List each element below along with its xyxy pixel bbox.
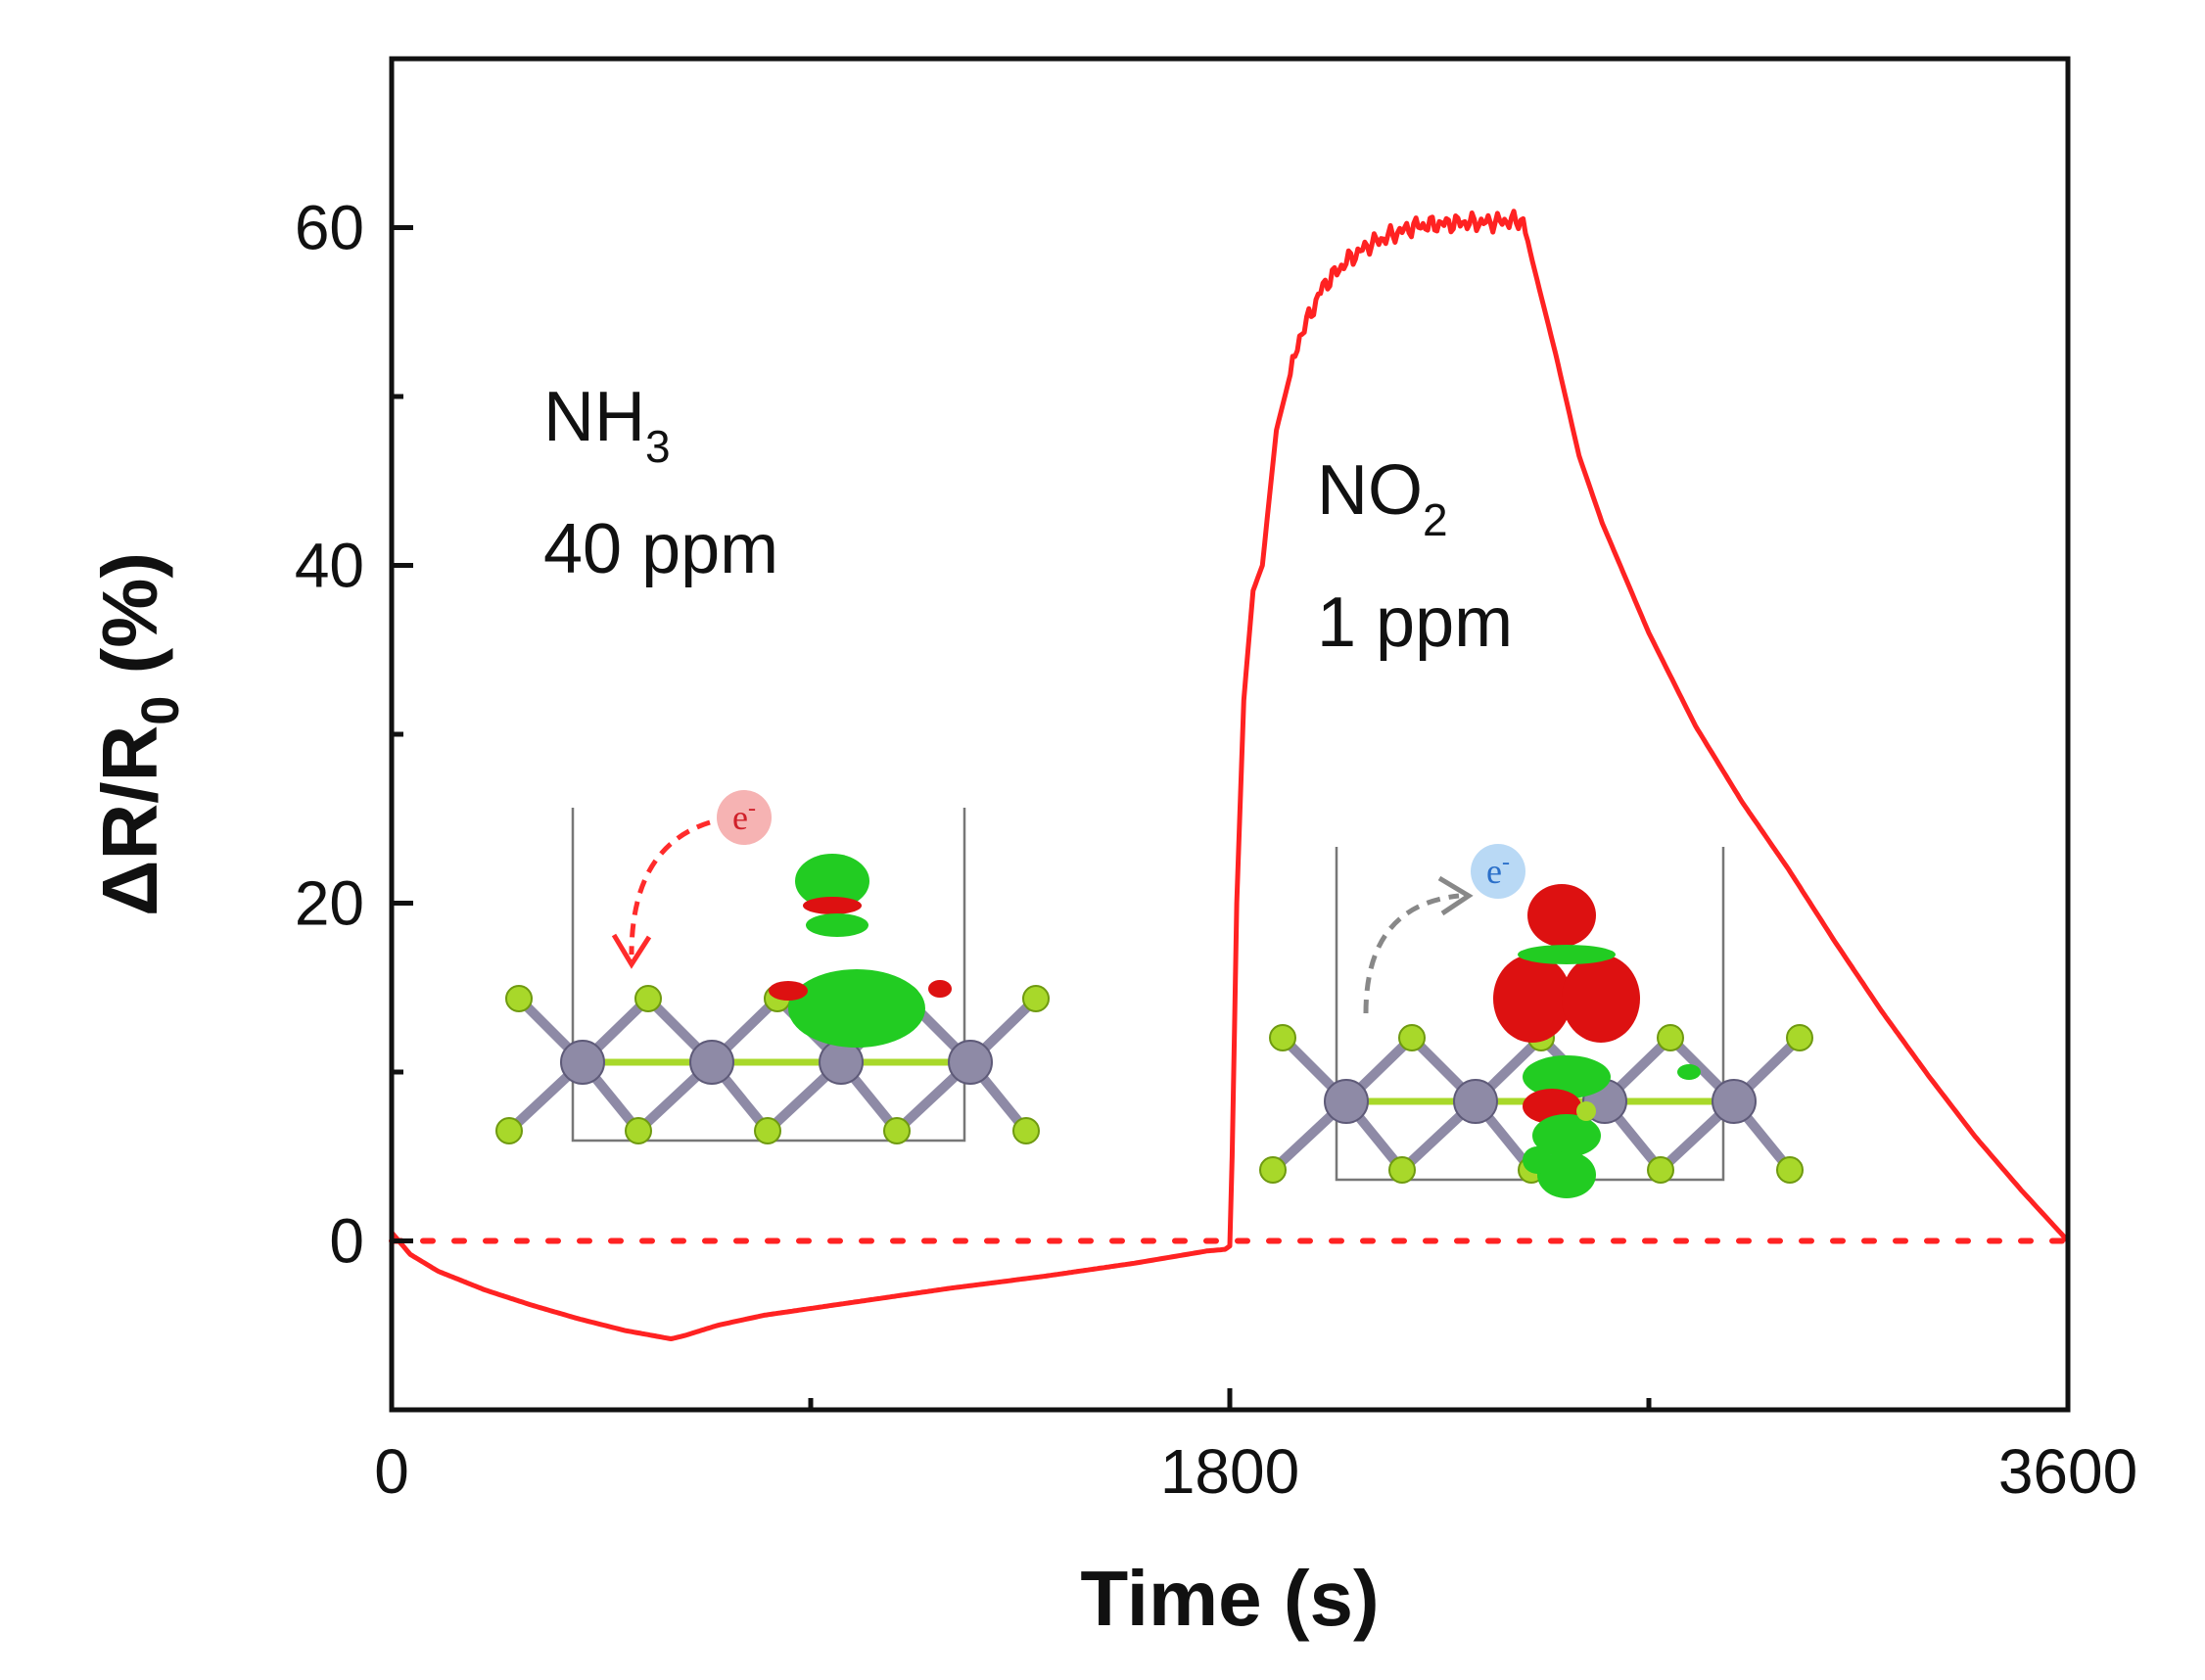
electron-label-main: e (1486, 852, 1502, 891)
electron-label: e- (1486, 850, 1510, 891)
electron-label-charge: - (1502, 850, 1510, 875)
charge-blob-red (1562, 955, 1640, 1043)
electron-label-main: e (732, 798, 748, 837)
chalcogen-atom (754, 1117, 781, 1144)
x-axis-title: Time (s) (1080, 1555, 1379, 1642)
electron-bubble (717, 790, 772, 845)
electron-bubble (1471, 844, 1525, 899)
metal-atom (1324, 1079, 1369, 1124)
metal-atom (560, 1040, 605, 1085)
series-line-response (390, 209, 2070, 1341)
y-tick-label: 40 (295, 531, 364, 601)
charge-blob-green (1518, 945, 1616, 964)
inset-nh3: e- (495, 790, 1050, 1144)
charge-blob-green (1523, 1146, 1552, 1174)
annotation-conc-no2: 1 ppm (1317, 583, 1513, 662)
electron-arrow-head (611, 933, 652, 969)
chalcogen-atom (634, 985, 662, 1012)
series-group (390, 209, 2070, 1341)
y-tick-label: 0 (329, 1206, 364, 1277)
annotation-gas-sub: 3 (645, 421, 671, 472)
charge-blob-green (1677, 1064, 1701, 1080)
metal-atom (1712, 1079, 1757, 1124)
chalcogen-atom (1657, 1024, 1684, 1051)
chalcogen-atom (505, 985, 533, 1012)
charge-blob-green (1523, 1055, 1611, 1098)
charge-blob-green (788, 969, 925, 1048)
annotation-gas-nh3: NH3 (543, 378, 671, 472)
y-axis-title-main: ΔR/R (86, 725, 173, 916)
annotation-gas-main: NH (543, 378, 645, 456)
electron-arrow (1363, 893, 1460, 1014)
x-tick-label: 1800 (1160, 1436, 1299, 1507)
chalcogen-atom (1647, 1156, 1674, 1184)
ligand-atom (1576, 1101, 1596, 1121)
chalcogen-atom (1022, 985, 1050, 1012)
charge-blob-green (806, 913, 868, 937)
chalcogen-atom (883, 1117, 911, 1144)
electron-label-charge: - (748, 796, 756, 821)
annotation-conc-nh3: 40 ppm (543, 510, 778, 588)
chalcogen-atom (1786, 1024, 1813, 1051)
chalcogen-atom (495, 1117, 523, 1144)
charge-blob-red (928, 980, 952, 998)
metal-atom (689, 1040, 734, 1085)
electron-arrow-head (1437, 875, 1474, 916)
y-axis-title: ΔR/R0 (%) (86, 552, 190, 916)
chalcogen-atom (1388, 1156, 1416, 1184)
metal-atom (1453, 1079, 1498, 1124)
x-tick-label: 0 (374, 1436, 409, 1507)
inset-box (571, 808, 966, 1143)
charge-blob-green (1537, 1151, 1596, 1198)
charge-blob-red (769, 981, 808, 1001)
y-tick-label: 20 (295, 868, 364, 939)
chalcogen-atom (1398, 1024, 1426, 1051)
chalcogen-atom (1259, 1156, 1287, 1184)
x-tick-label: 3600 (1998, 1436, 2137, 1507)
charge-blob-green (795, 854, 869, 909)
charge-blob-red (1493, 955, 1572, 1043)
chalcogen-atom (1269, 1024, 1296, 1051)
charge-blob-green (1532, 1114, 1601, 1157)
charge-blob-red (803, 897, 862, 914)
chalcogen-atom (1776, 1156, 1804, 1184)
charge-blob-red (1527, 884, 1596, 947)
y-tick-label: 60 (295, 193, 364, 263)
electron-arrow (629, 819, 711, 956)
y-axis-title-sub: 0 (131, 696, 190, 725)
electron-label: e- (732, 796, 756, 837)
insets-group: e-e- (495, 790, 1813, 1198)
chalcogen-atom (1012, 1117, 1040, 1144)
annotation-gas-main: NO (1317, 451, 1423, 530)
metal-atom (948, 1040, 993, 1085)
inset-no2: e- (1259, 844, 1813, 1198)
chalcogen-atom (625, 1117, 652, 1144)
annotations-group: NH3 40 ppm NO2 1 ppm (543, 378, 1513, 662)
y-axis-title-unit: (%) (86, 552, 173, 696)
annotation-gas-sub: 2 (1423, 494, 1448, 545)
annotation-gas-no2: NO2 (1317, 451, 1448, 545)
